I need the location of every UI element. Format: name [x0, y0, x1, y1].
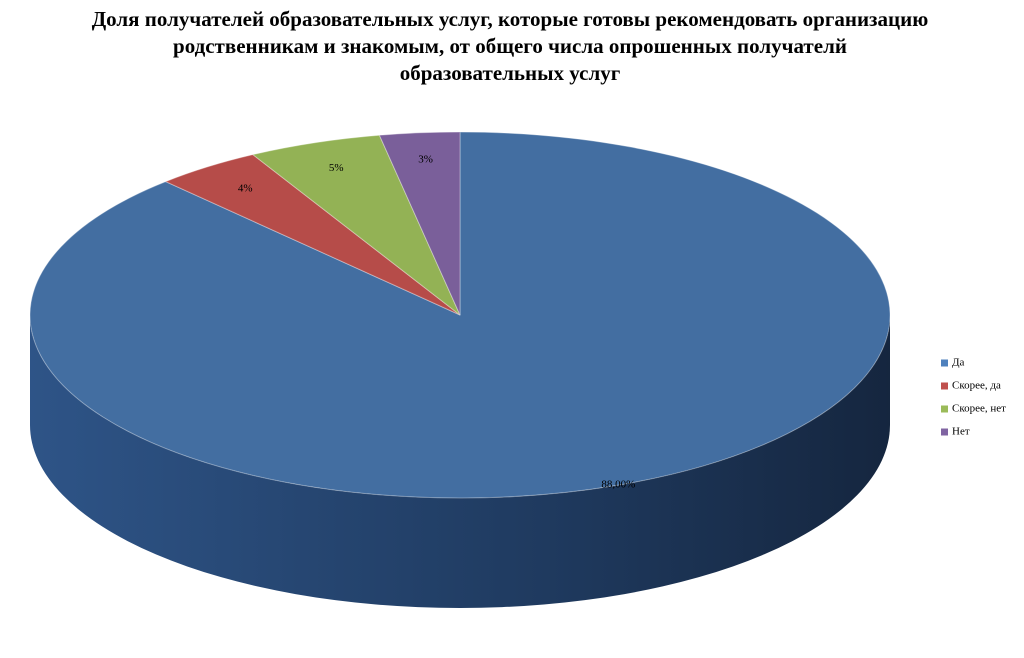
data-label: 3% [418, 154, 433, 166]
pie-slice [164, 154, 461, 316]
legend-label: Нет [952, 426, 970, 438]
legend-marker [941, 405, 948, 413]
data-label: 5% [329, 162, 344, 174]
legend-label: Скорее, нет [952, 403, 1006, 415]
legend-marker [941, 382, 948, 390]
pie-side [30, 315, 890, 608]
legend-label: Скорее, да [952, 380, 1001, 392]
legend-label: Да [952, 357, 965, 369]
pie-slice [29, 131, 891, 499]
pie-slice [378, 131, 461, 316]
chart-title: Доля получателей образовательных услуг, … [91, 7, 929, 85]
data-label: 4% [238, 183, 253, 195]
pie-slice [251, 134, 461, 316]
legend-marker [941, 428, 948, 436]
data-label: 88,00% [601, 479, 635, 491]
legend-marker [941, 359, 948, 367]
